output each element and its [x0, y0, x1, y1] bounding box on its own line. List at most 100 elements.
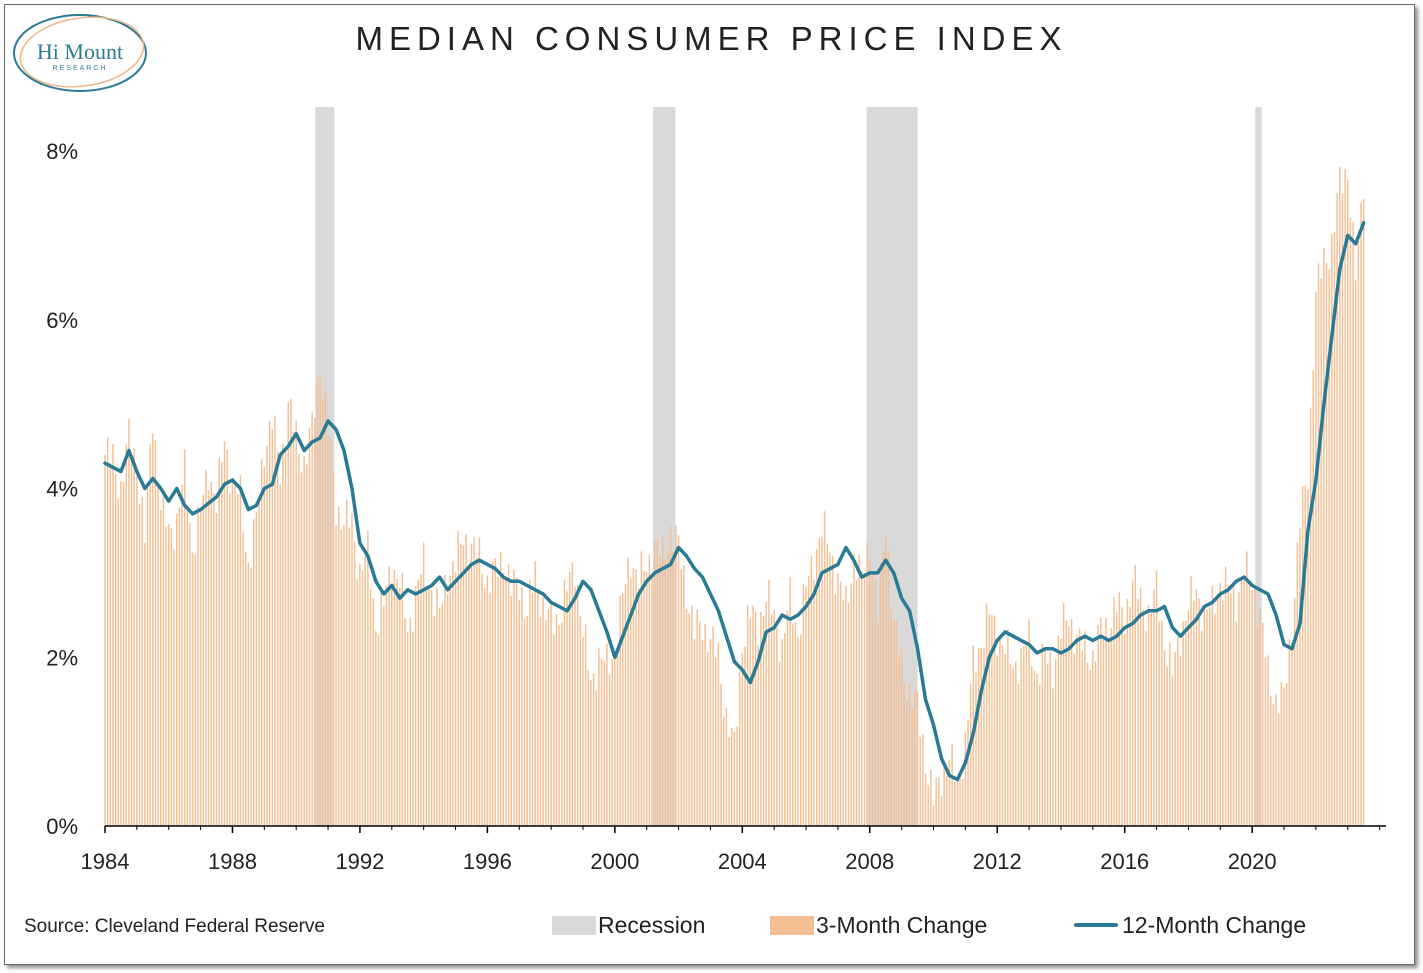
bar-3-month [1190, 575, 1192, 826]
bar-3-month [760, 611, 762, 826]
bar-3-month [924, 773, 927, 826]
bar-3-month [422, 542, 425, 826]
bar-3-month [614, 651, 616, 826]
bar-3-month [1299, 528, 1301, 826]
bar-3-month [568, 572, 571, 826]
legend-recession-swatch [552, 915, 596, 935]
bar-3-month [778, 661, 781, 826]
bar-3-month [688, 613, 690, 826]
bar-3-month [348, 527, 351, 826]
legend-recession: Recession [552, 908, 705, 942]
bar-3-month [1100, 617, 1102, 826]
bar-3-month [895, 620, 898, 826]
bar-3-month [797, 636, 799, 826]
bar-3-month [114, 474, 117, 826]
y-tick-label: 2% [46, 645, 78, 670]
bar-3-month [1065, 620, 1068, 826]
x-tick-label: 2008 [845, 849, 894, 874]
bar-3-month [1248, 580, 1251, 826]
bar-3-month [322, 397, 324, 826]
bar-3-month [911, 708, 913, 826]
bar-3-month [964, 731, 967, 826]
bar-3-month [884, 536, 887, 826]
bar-3-month [744, 646, 746, 826]
bar-3-month [948, 759, 951, 826]
bar-3-month [839, 581, 842, 826]
bar-3-month [1219, 583, 1222, 826]
bar-3-month [276, 451, 279, 826]
bar-3-month [1057, 635, 1060, 826]
bar-3-month [1187, 610, 1190, 826]
bar-3-month [927, 785, 929, 826]
bar-3-month [152, 433, 154, 826]
bar-3-month [951, 743, 953, 826]
bar-3-month [653, 541, 656, 826]
bar-3-month [1177, 636, 1179, 826]
bar-3-month [871, 571, 874, 826]
bar-3-month [547, 609, 550, 826]
bar-3-month [1110, 628, 1113, 826]
bar-3-month [555, 614, 558, 826]
bar-3-month [173, 549, 175, 826]
bar-3-month [813, 579, 815, 826]
bar-3-month [1054, 659, 1057, 826]
bar-3-month [1211, 585, 1214, 826]
bar-3-month [624, 583, 627, 826]
bar-3-month [752, 605, 754, 826]
bar-3-month [213, 493, 215, 826]
bar-3-month [754, 611, 757, 826]
bar-3-month [104, 454, 106, 826]
bar-3-month [279, 484, 281, 826]
bar-3-month [1121, 607, 1123, 826]
bar-3-month [266, 445, 268, 826]
bar-3-month [470, 543, 473, 826]
bar-3-month [308, 428, 311, 826]
bar-3-month [202, 494, 204, 826]
bar-3-month [916, 691, 919, 826]
bar-3-month [563, 579, 566, 826]
legend-bars-label: 3-Month Change [816, 911, 988, 938]
bar-3-month [523, 619, 526, 826]
bar-3-month [1113, 596, 1115, 826]
bar-3-month [237, 494, 239, 826]
bar-3-month [991, 614, 993, 826]
bar-3-month [1275, 694, 1277, 826]
bar-3-month [1328, 269, 1330, 827]
bar-3-month [1331, 234, 1333, 827]
bar-3-month [1307, 489, 1309, 826]
bar-3-month [1012, 667, 1014, 826]
bar-3-month [807, 575, 810, 826]
bar-3-month [1347, 180, 1349, 826]
bar-3-month [385, 586, 388, 826]
bar-3-month [1293, 597, 1296, 826]
bar-3-month [1251, 590, 1253, 826]
bar-3-month [863, 572, 866, 826]
bar-3-month [587, 670, 590, 826]
bar-3-month [502, 573, 505, 826]
bar-3-month [576, 585, 579, 826]
y-tick-label: 4% [46, 477, 78, 502]
bar-3-month [1203, 604, 1206, 826]
bar-3-month [707, 652, 709, 826]
bar-3-month [319, 376, 321, 826]
bar-3-month [741, 653, 744, 826]
bar-3-month [903, 683, 906, 826]
bar-3-month [1161, 620, 1163, 826]
bar-3-month [412, 631, 414, 826]
bar-3-month [704, 623, 706, 826]
bar-3-month [1094, 661, 1097, 826]
bar-3-month [877, 622, 879, 826]
bar-3-month [306, 464, 308, 826]
bar-3-month [542, 597, 544, 826]
bar-3-month [436, 588, 438, 826]
bar-3-month [332, 471, 335, 826]
bar-3-month [186, 510, 189, 826]
bar-3-month [874, 579, 876, 826]
bar-3-month [1142, 609, 1145, 826]
bars-layer [104, 167, 1365, 827]
bar-3-month [643, 570, 645, 826]
bar-3-month [632, 567, 635, 826]
bar-3-month [651, 576, 653, 826]
bar-3-month [890, 609, 892, 826]
bar-3-month [221, 461, 223, 826]
